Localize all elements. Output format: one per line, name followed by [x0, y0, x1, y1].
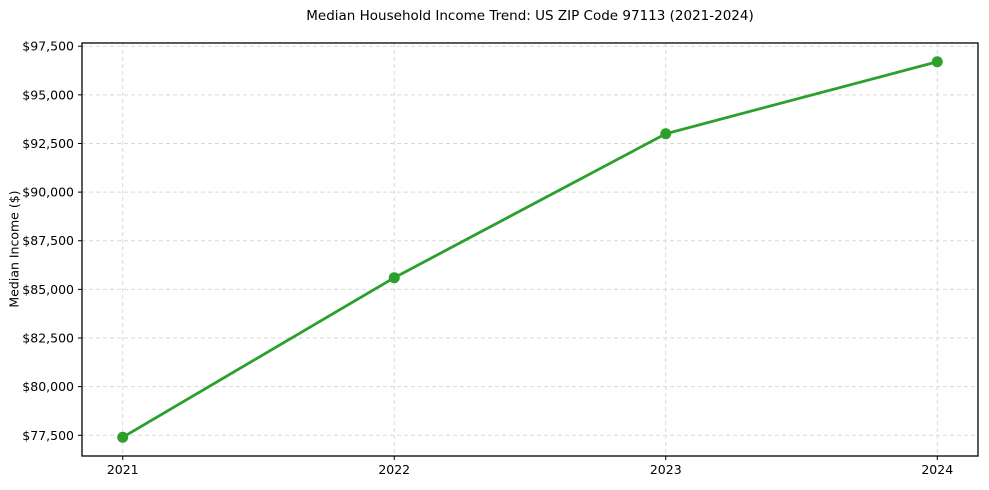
y-tick-label: $85,000	[22, 282, 74, 297]
x-tick-label: 2023	[650, 462, 682, 477]
y-tick-label: $82,500	[22, 331, 74, 346]
y-tick-label: $87,500	[22, 233, 74, 248]
data-point-marker	[931, 56, 943, 68]
data-point-marker	[660, 128, 672, 140]
data-point-marker	[388, 272, 400, 284]
y-tick-label: $97,500	[22, 39, 74, 54]
y-tick-label: $77,500	[22, 428, 74, 443]
y-tick-label: $90,000	[22, 185, 74, 200]
chart-title: Median Household Income Trend: US ZIP Co…	[306, 8, 754, 24]
y-tick-label: $92,500	[22, 136, 74, 151]
data-point-marker	[117, 431, 129, 443]
y-tick-label: $95,000	[22, 87, 74, 102]
x-tick-label: 2024	[921, 462, 953, 477]
x-tick-label: 2022	[378, 462, 410, 477]
x-tick-label: 2021	[107, 462, 139, 477]
trend-line	[121, 60, 939, 439]
y-tick-label: $80,000	[22, 379, 74, 394]
plot-border	[81, 42, 979, 457]
